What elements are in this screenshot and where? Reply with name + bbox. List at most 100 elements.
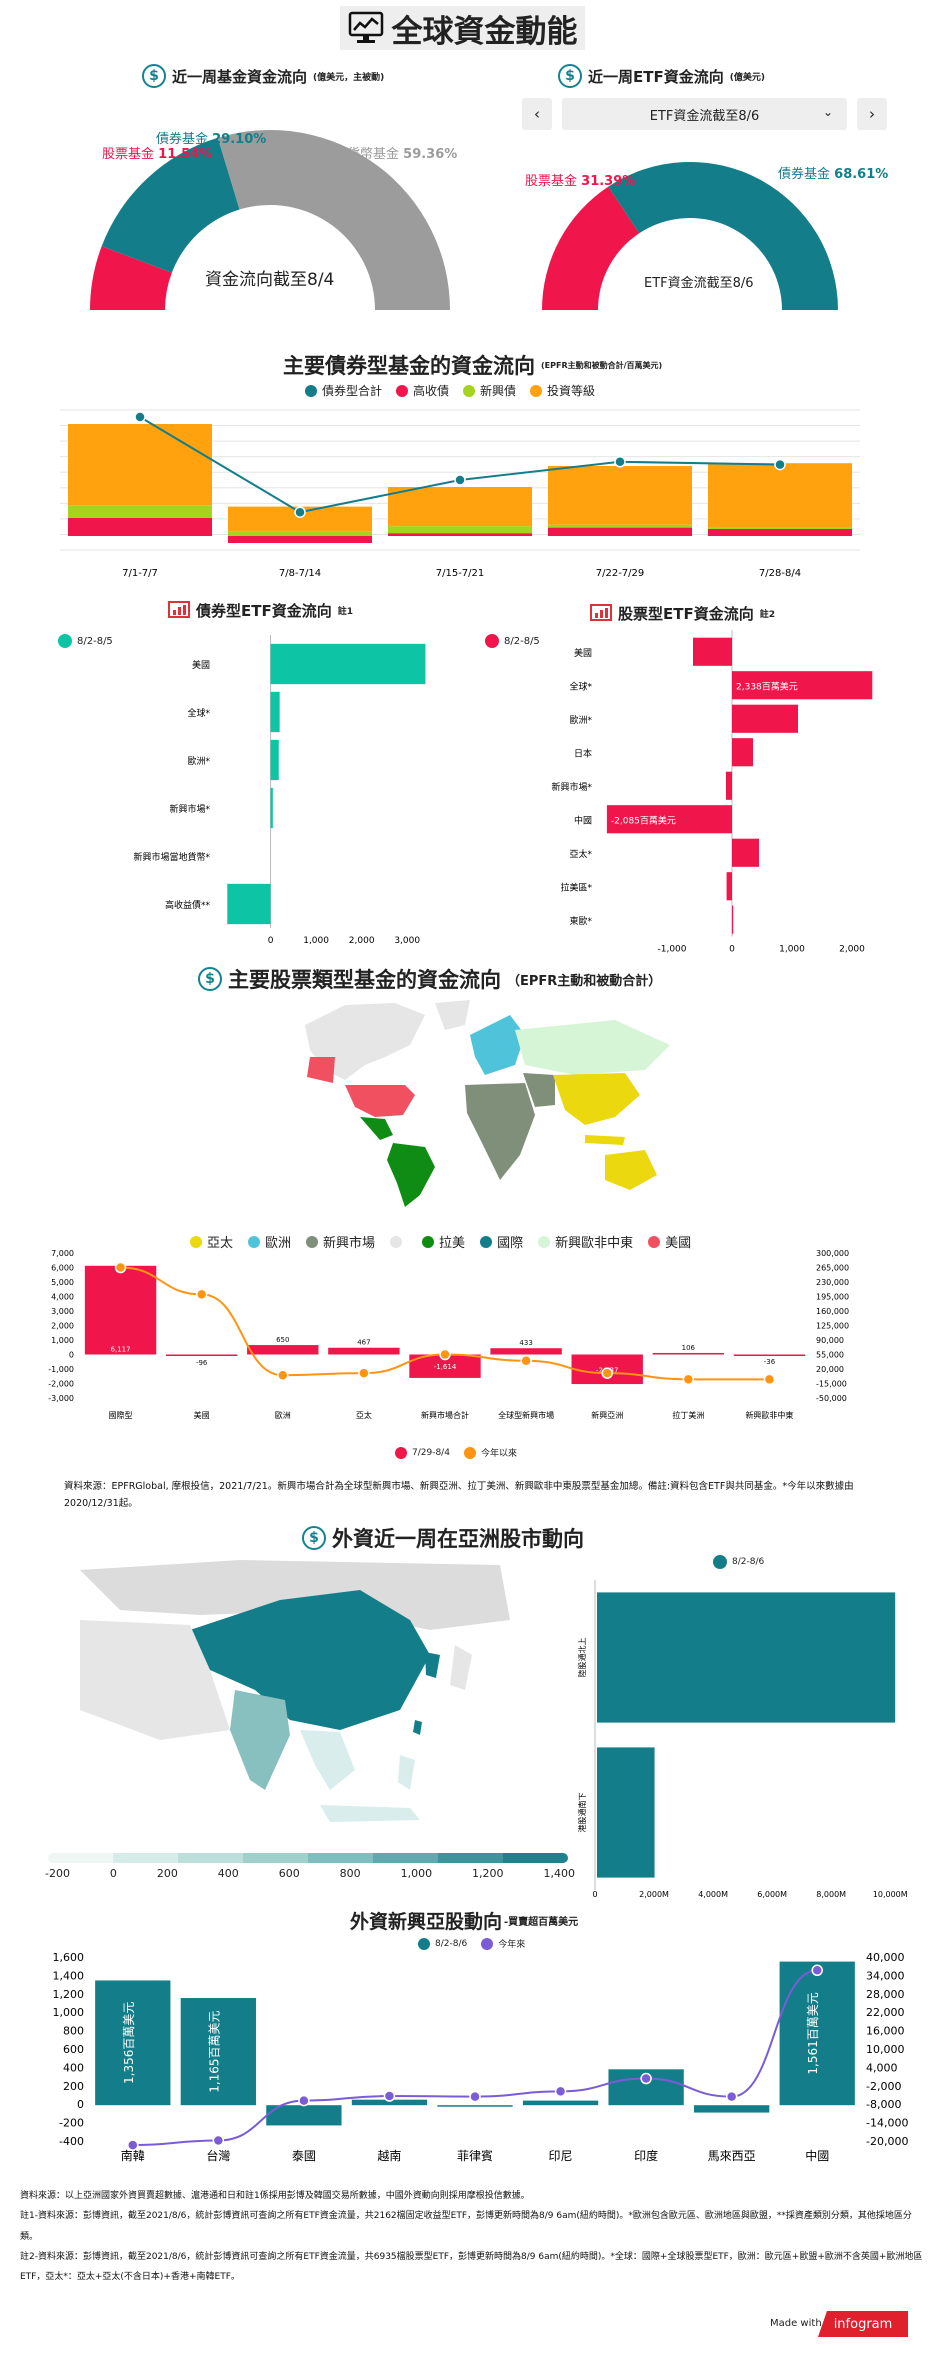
category-label-1: 全球*: [187, 707, 210, 719]
map-greenland: [435, 1000, 470, 1030]
x-tick-label: 泰國: [292, 2149, 316, 2163]
x-tick-label: 1,000: [779, 945, 805, 955]
ytd-point-5: [520, 1354, 532, 1367]
monitor-chart-icon: [348, 11, 383, 43]
bar-8: [733, 1354, 806, 1356]
map-legend: 亞太 歐洲 新興市場 拉美 國際 新興歐非中東 美國: [190, 1232, 691, 1251]
map-indonesia: [585, 1135, 625, 1145]
total-point-1: [294, 506, 306, 518]
asia-flow-legend: 8/2-8/6: [713, 1555, 764, 1569]
y-left-tick: 800: [63, 2025, 84, 2038]
x-tick-label: 越南: [377, 2148, 401, 2163]
bar-8: [732, 905, 734, 934]
legend-label: 亞太: [207, 1236, 234, 1251]
scale-tick-4: 600: [278, 1867, 300, 1880]
em-asia-header: 外資新興亞股動向 -買賣超百萬美元: [350, 1907, 578, 1934]
ytd-point-0: [127, 2139, 139, 2151]
bar-value-label-5: 433: [519, 1339, 532, 1347]
bar-2: [270, 739, 279, 781]
bar-value-label-7: 106: [682, 1344, 696, 1352]
legend-swatch: [648, 1235, 661, 1248]
stock-funds-subtitle: （EPFR主動和被動合計）: [507, 973, 662, 989]
legend-swatch: [530, 384, 543, 397]
y-right-tick: 34,000: [866, 1969, 905, 1982]
bar-7-15-7-21-2: [388, 533, 532, 536]
scale-tick-1: 0: [109, 1867, 117, 1880]
em-asia-legend-item-0: 8/2-8/6: [418, 1937, 467, 1950]
chevron-right-icon: ›: [869, 105, 875, 123]
legend-label: 新興市場: [323, 1236, 376, 1251]
ytd-point-6: [601, 1367, 613, 1379]
ytd-point-8: [811, 1964, 823, 1977]
bar-4: [726, 771, 732, 800]
ytd-point-0: [114, 1261, 127, 1274]
map-north-america: [305, 1003, 425, 1080]
infogram-brand-badge[interactable]: infogram: [818, 2311, 908, 2337]
legend-swatch: [463, 1446, 476, 1459]
chevron-down-icon: ⌄: [822, 105, 833, 119]
bond-flow-legend-item-1: 高收債: [396, 382, 449, 399]
map-legend-item-2: 新興市場: [306, 1232, 375, 1251]
scale-tick-5: 800: [339, 1867, 361, 1880]
bar-5: [606, 805, 732, 834]
ytd-point-7: [725, 2090, 738, 2103]
map-asia: [553, 1073, 640, 1125]
bar-7: [694, 2105, 770, 2113]
x-tick-label: 印尼: [549, 2149, 573, 2163]
asia-color-scale: [48, 1853, 568, 1863]
stock-etf-note: 註2: [759, 610, 775, 620]
x-tick-label: 0: [729, 945, 735, 955]
chevron-left-icon: ‹: [534, 105, 540, 123]
ytd-point-1: [195, 1288, 208, 1301]
map-legend-item-0: 亞太: [190, 1232, 233, 1251]
bar-value-label-8: -36: [764, 1358, 776, 1366]
bar-value-label-3: 467: [357, 1339, 370, 1347]
legend-swatch: [481, 1937, 494, 1950]
prev-button[interactable]: ‹: [522, 98, 552, 130]
gauge1-money-label: 貨幣基金 59.36%: [347, 147, 458, 162]
bond-flow-legend: 債券型合計 高收債 新興債 投資等級: [305, 382, 595, 399]
footnote-1: 資料來源：以上亞洲國家外資買賣超數據、滬港通和日和註1係採用彭博及韓國交易所數據…: [20, 2191, 530, 2201]
bar-0: [597, 1592, 896, 1723]
x-tick-label: 7/22-7/29: [596, 568, 645, 579]
bond-flow-legend-item-0: 債券型合計: [305, 382, 382, 399]
y-left-tick: 0: [69, 1351, 74, 1360]
y-right-tick: -20,000: [866, 2135, 908, 2148]
bar-7-1-7-7-0: [68, 424, 212, 506]
bar-0: [95, 1980, 171, 2106]
next-button[interactable]: ›: [857, 98, 887, 130]
bar-value-label-8: 1,561百萬美元: [806, 1992, 820, 2074]
map-legend-item-7: 美國: [648, 1232, 691, 1251]
bar-7-22-7-29-3: [548, 524, 692, 528]
legend-label: 新興債: [480, 384, 517, 398]
bar-7-28-8-4-4: [708, 527, 852, 529]
etf-date-dropdown[interactable]: ETF資金流截至8/6 ⌄: [562, 98, 847, 130]
map-middle-east: [523, 1073, 555, 1107]
y-left-tick: 4,000: [51, 1293, 74, 1302]
x-tick-label: 1,000: [303, 936, 329, 946]
x-tick-label: 馬來西亞: [708, 2149, 756, 2163]
bond-etf-title: 債券型ETF資金流向: [196, 602, 332, 620]
scale-tick-2: 200: [156, 1867, 178, 1880]
gauge1-slice-2: [217, 130, 450, 310]
map-southeast-asia: [300, 1730, 355, 1790]
ytd-point-1: [212, 2134, 225, 2147]
y-right-tick: 230,000: [816, 1278, 849, 1287]
category-label-3: 新興市場*: [169, 803, 210, 815]
gauge1-slice-0: [90, 246, 172, 310]
ytd-point-8: [763, 1373, 776, 1386]
bar-4: [437, 2105, 513, 2107]
map-korea: [425, 1652, 440, 1678]
scale-tick-7: 1,200: [472, 1867, 504, 1880]
gauge2-bond-label: 債券基金 68.61%: [778, 167, 889, 182]
scale-step-5: [373, 1853, 438, 1863]
x-tick-label: 台灣: [206, 2148, 230, 2163]
y-right-tick: 125,000: [816, 1322, 849, 1331]
y-right-tick: -8,000: [866, 2098, 901, 2111]
category-label-0: 美國: [192, 659, 210, 671]
map-legend-item-1: 歐洲: [248, 1232, 291, 1251]
bar-1: [732, 671, 873, 700]
bar-3: [328, 1347, 400, 1355]
scale-tick-6: 1,000: [400, 1867, 433, 1880]
